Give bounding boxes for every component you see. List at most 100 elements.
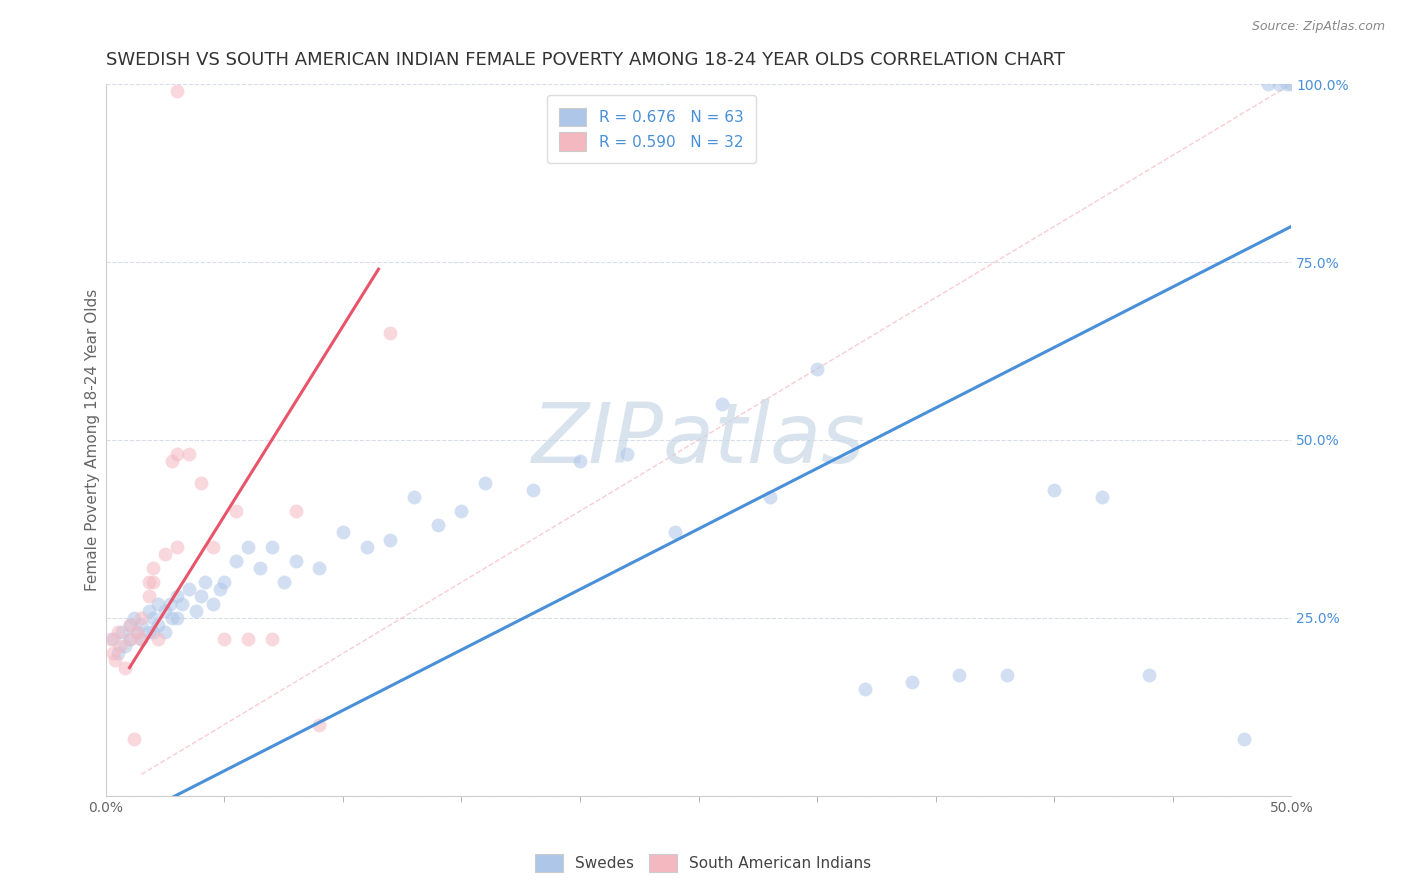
Point xyxy=(166,590,188,604)
Point xyxy=(101,646,124,660)
Point xyxy=(118,632,141,647)
Point xyxy=(190,475,212,490)
Point xyxy=(107,625,129,640)
Point xyxy=(948,667,970,681)
Point xyxy=(194,575,217,590)
Point xyxy=(184,604,207,618)
Point xyxy=(177,582,200,597)
Point xyxy=(153,625,176,640)
Point xyxy=(124,611,146,625)
Point xyxy=(131,611,153,625)
Point xyxy=(225,554,247,568)
Point xyxy=(166,84,188,98)
Point xyxy=(236,540,259,554)
Y-axis label: Female Poverty Among 18-24 Year Olds: Female Poverty Among 18-24 Year Olds xyxy=(86,289,100,591)
Point xyxy=(225,504,247,518)
Point xyxy=(308,561,330,575)
Point xyxy=(995,667,1018,681)
Point xyxy=(616,447,638,461)
Point xyxy=(380,533,402,547)
Point xyxy=(711,397,734,411)
Point xyxy=(146,632,169,647)
Point xyxy=(853,681,876,696)
Point xyxy=(114,660,136,674)
Point xyxy=(142,575,165,590)
Point xyxy=(273,575,295,590)
Point xyxy=(450,504,472,518)
Point xyxy=(1091,490,1114,504)
Text: ZIPatlas: ZIPatlas xyxy=(531,400,866,481)
Point xyxy=(569,454,592,468)
Text: Source: ZipAtlas.com: Source: ZipAtlas.com xyxy=(1251,20,1385,33)
Point xyxy=(208,582,231,597)
Point xyxy=(1268,77,1291,91)
Point xyxy=(118,618,141,632)
Point xyxy=(162,611,184,625)
Point xyxy=(153,547,176,561)
Point xyxy=(162,454,184,468)
Point xyxy=(284,504,307,518)
Point xyxy=(125,625,148,640)
Point xyxy=(146,618,169,632)
Point xyxy=(308,717,330,731)
Point xyxy=(146,597,169,611)
Point xyxy=(142,611,165,625)
Point xyxy=(131,618,153,632)
Point xyxy=(177,447,200,461)
Point xyxy=(166,611,188,625)
Point xyxy=(153,604,176,618)
Point xyxy=(166,540,188,554)
Point xyxy=(166,447,188,461)
Point xyxy=(101,632,124,647)
Point xyxy=(201,597,224,611)
Point xyxy=(170,597,193,611)
Point xyxy=(138,590,160,604)
Point xyxy=(138,575,160,590)
Point xyxy=(356,540,378,554)
Point xyxy=(104,653,127,667)
Point xyxy=(758,490,780,504)
Point xyxy=(118,618,141,632)
Point xyxy=(474,475,496,490)
Point xyxy=(100,632,122,647)
Point xyxy=(125,625,148,640)
Point xyxy=(124,731,146,746)
Point xyxy=(806,361,828,376)
Point xyxy=(426,518,449,533)
Point xyxy=(332,525,354,540)
Legend: Swedes, South American Indians: Swedes, South American Indians xyxy=(527,846,879,880)
Point xyxy=(260,632,283,647)
Point xyxy=(138,604,160,618)
Point xyxy=(214,575,236,590)
Point xyxy=(159,597,181,611)
Point xyxy=(404,490,426,504)
Point xyxy=(111,625,134,640)
Point xyxy=(380,326,402,341)
Point xyxy=(1275,77,1298,91)
Point xyxy=(131,632,153,647)
Legend: R = 0.676   N = 63, R = 0.590   N = 32: R = 0.676 N = 63, R = 0.590 N = 32 xyxy=(547,95,755,163)
Point xyxy=(522,483,544,497)
Point xyxy=(236,632,259,647)
Point xyxy=(118,632,141,647)
Point xyxy=(114,640,136,654)
Point xyxy=(142,561,165,575)
Point xyxy=(214,632,236,647)
Point xyxy=(131,632,153,647)
Point xyxy=(1279,77,1302,91)
Point xyxy=(260,540,283,554)
Point xyxy=(142,625,165,640)
Point xyxy=(108,640,131,654)
Point xyxy=(1137,667,1160,681)
Point xyxy=(190,590,212,604)
Point xyxy=(1043,483,1066,497)
Point xyxy=(1257,77,1279,91)
Point xyxy=(284,554,307,568)
Point xyxy=(664,525,686,540)
Point xyxy=(1233,731,1256,746)
Point xyxy=(138,625,160,640)
Text: SWEDISH VS SOUTH AMERICAN INDIAN FEMALE POVERTY AMONG 18-24 YEAR OLDS CORRELATIO: SWEDISH VS SOUTH AMERICAN INDIAN FEMALE … xyxy=(105,51,1064,69)
Point xyxy=(249,561,271,575)
Point xyxy=(107,646,129,660)
Point xyxy=(201,540,224,554)
